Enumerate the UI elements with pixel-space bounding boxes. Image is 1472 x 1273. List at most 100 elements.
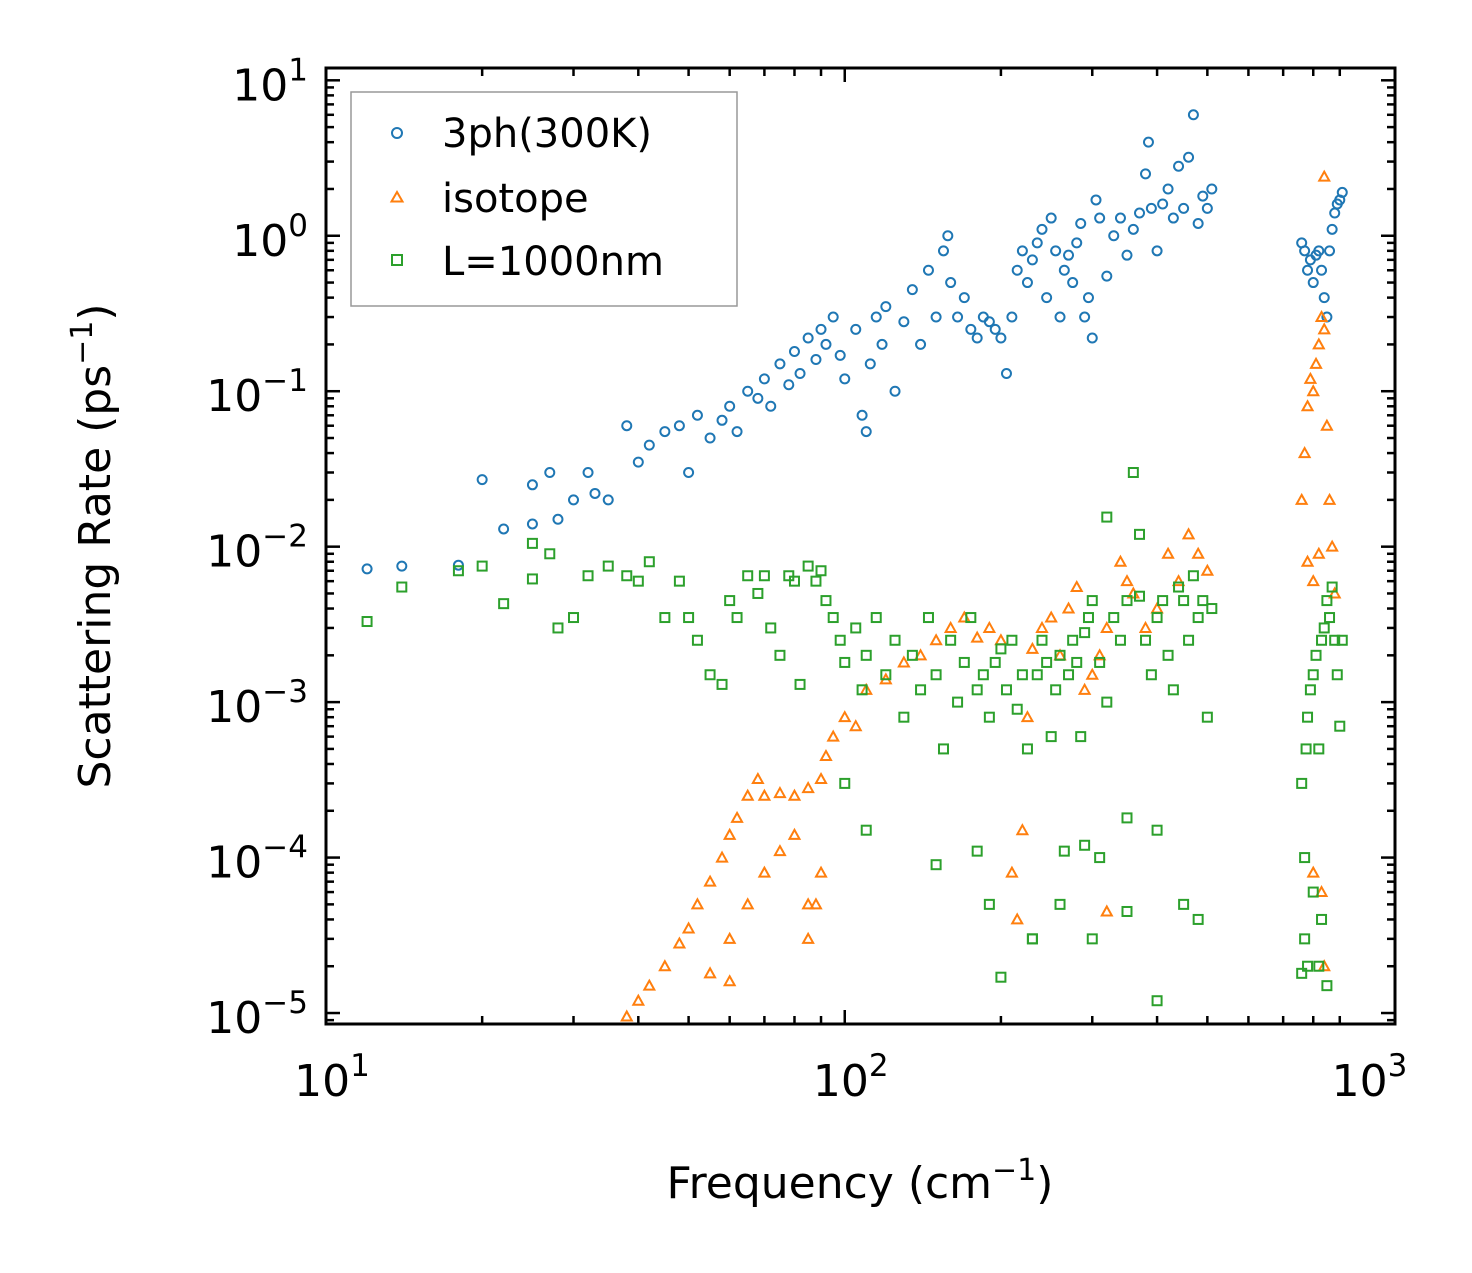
data-point <box>1171 574 1186 587</box>
data-point <box>498 598 510 610</box>
x-tick-label: 101 <box>294 1048 370 1107</box>
data-point <box>1025 641 1040 654</box>
data-point <box>1041 656 1053 668</box>
data-point <box>1316 634 1328 646</box>
data-point <box>602 494 614 506</box>
data-point <box>827 311 839 323</box>
data-point <box>716 414 728 426</box>
y-axis-label: Scattering Rate (ps−1) <box>65 303 121 788</box>
data-point <box>1167 684 1179 696</box>
data-point <box>1300 743 1312 755</box>
x-axis-label-exponent: −1 <box>992 1153 1036 1188</box>
data-point <box>1299 245 1311 257</box>
data-point <box>632 575 644 587</box>
data-point <box>1157 198 1169 210</box>
axis-ticks <box>324 68 1395 1024</box>
data-point <box>1325 539 1339 552</box>
data-point <box>1067 634 1079 646</box>
data-point <box>1031 237 1043 249</box>
data-point <box>1067 277 1079 289</box>
data-point <box>856 409 868 421</box>
data-point <box>1071 656 1083 668</box>
data-point <box>1063 669 1075 681</box>
data-point <box>922 264 934 276</box>
data-point <box>1309 356 1323 369</box>
data-point <box>643 439 655 451</box>
legend-label-3ph: 3ph(300K) <box>442 111 652 157</box>
data-point <box>1005 865 1019 878</box>
data-point <box>856 684 868 696</box>
data-point <box>1178 898 1190 910</box>
data-point <box>722 827 737 840</box>
data-point <box>1151 245 1163 257</box>
data-point <box>1296 777 1308 789</box>
data-point <box>659 612 671 624</box>
data-point <box>552 513 564 525</box>
data-point <box>809 897 823 910</box>
data-point <box>1145 202 1157 214</box>
data-point <box>1151 612 1163 624</box>
data-point <box>1192 612 1204 624</box>
data-point <box>452 559 464 571</box>
data-point <box>1302 960 1314 972</box>
data-point <box>526 518 538 530</box>
data-point <box>995 332 1007 344</box>
data-point <box>1191 546 1205 559</box>
data-point <box>1044 610 1058 623</box>
data-point <box>1006 311 1018 323</box>
data-point <box>1321 980 1333 992</box>
y-tick-label: 10−3 <box>206 674 308 733</box>
data-point <box>621 420 633 432</box>
data-point <box>757 788 772 801</box>
data-point <box>1061 601 1076 614</box>
data-point <box>724 400 736 412</box>
data-point <box>1167 212 1179 224</box>
data-point <box>1020 710 1035 723</box>
data-point <box>1079 627 1091 639</box>
data-point <box>1036 634 1048 646</box>
data-point <box>834 634 846 646</box>
data-point <box>989 323 1001 335</box>
data-point <box>1336 634 1348 646</box>
data-point <box>1178 595 1190 607</box>
data-point <box>838 710 852 723</box>
data-point <box>1054 311 1066 323</box>
data-point <box>970 630 984 643</box>
data-point <box>971 845 983 857</box>
data-point <box>1178 202 1190 214</box>
data-point <box>870 311 882 323</box>
x-tick-label: 103 <box>1332 1048 1408 1107</box>
data-point <box>1317 322 1331 335</box>
data-point <box>898 316 910 328</box>
data-point <box>589 487 601 499</box>
data-point <box>1054 649 1066 661</box>
data-point <box>995 971 1007 983</box>
y-tick-label: 10−1 <box>206 363 308 422</box>
data-point <box>526 479 538 491</box>
x-axis-label: Frequency (cm−1) <box>667 1153 1054 1209</box>
data-point <box>1200 563 1215 576</box>
data-point <box>1142 136 1154 148</box>
data-point <box>758 373 770 385</box>
data-point <box>982 620 997 633</box>
data-point <box>1006 634 1018 646</box>
tick-labels: 101 102 103 101 100 10−1 10−2 10−3 10−4 10−5 <box>206 52 1407 1107</box>
data-point <box>860 824 872 836</box>
data-point <box>889 634 901 646</box>
data-point <box>1127 466 1139 478</box>
data-point <box>870 612 882 624</box>
data-point <box>1151 824 1163 836</box>
data-point <box>945 277 957 289</box>
data-point <box>724 595 736 607</box>
data-point <box>898 711 910 723</box>
data-point <box>642 978 657 991</box>
data-point <box>1318 622 1330 634</box>
data-point <box>1063 249 1075 261</box>
data-point <box>788 346 800 358</box>
series-2 <box>361 466 1348 1007</box>
data-point <box>983 898 995 910</box>
data-point <box>839 777 851 789</box>
data-point <box>1086 933 1098 945</box>
data-point <box>1094 656 1106 668</box>
data-point <box>568 494 580 506</box>
